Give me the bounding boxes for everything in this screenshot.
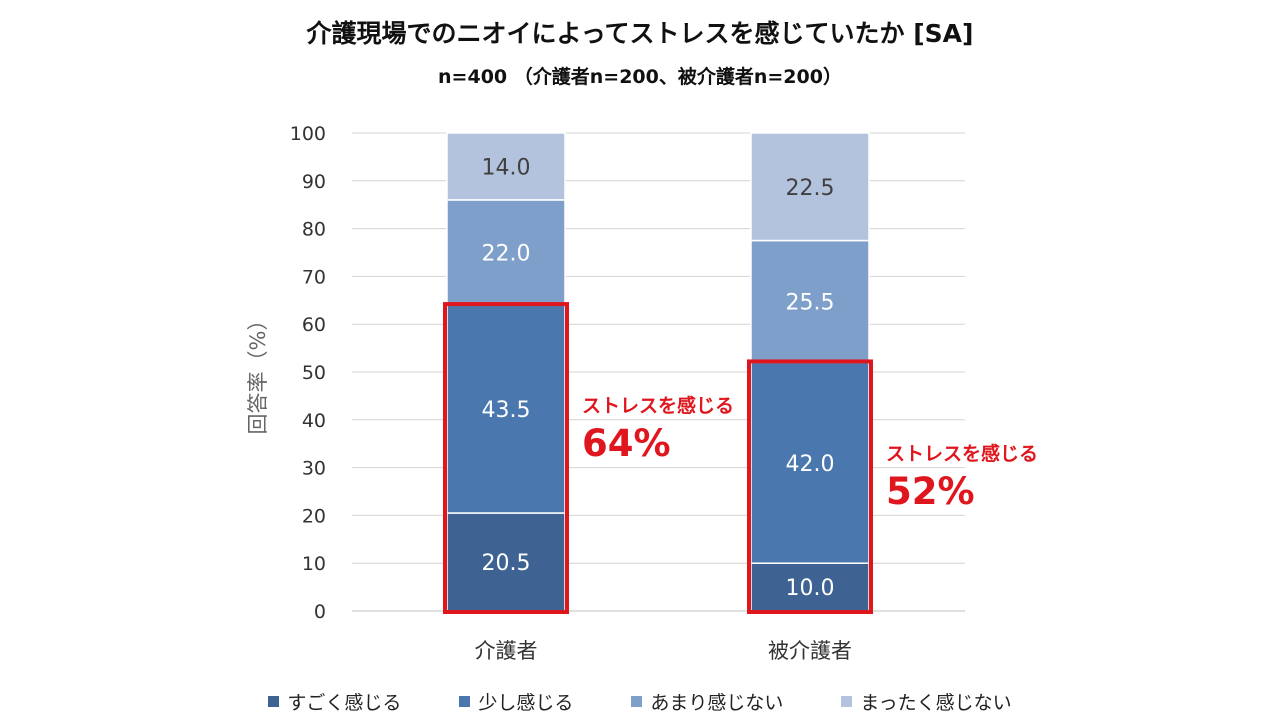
y-tick-label: 70 [302, 266, 326, 288]
annotation-label: ストレスを感じる [886, 442, 1038, 465]
x-category-label: 被介護者 [768, 639, 852, 663]
legend-item: すごく感じる [268, 688, 401, 715]
legend-item: あまり感じない [631, 688, 783, 715]
legend-label: あまり感じない [650, 692, 784, 714]
annotation-value: 52% [886, 470, 975, 513]
legend-swatch [459, 696, 471, 707]
chart-legend: すごく感じる 少し感じる あまり感じない まったく感じない [0, 688, 1280, 715]
chart-subtitle: n=400 （介護者n=200、被介護者n=200） [438, 66, 842, 88]
stacked-bar-chart: 0 10 20 30 40 50 60 70 80 90 100 回答率（%） 20.5 43.5 22.0… [246, 123, 1038, 663]
highlight-box [747, 359, 873, 614]
data-label: 20.5 [482, 551, 531, 576]
bar-segment [446, 304, 566, 514]
bar-segment [446, 199, 566, 306]
legend-swatch [631, 696, 643, 707]
data-label: 10.0 [786, 576, 835, 601]
data-label: 43.5 [482, 398, 531, 423]
bar-segment [750, 361, 870, 564]
bar-segment [750, 132, 870, 242]
data-label: 14.0 [482, 155, 531, 180]
legend-swatch [841, 696, 853, 707]
y-tick-label: 80 [302, 219, 326, 241]
legend-item: まったく感じない [841, 688, 1012, 715]
chart-title: 介護現場でのニオイによってストレスを感じていたか [SA] [306, 19, 974, 48]
y-tick-label: 60 [302, 314, 326, 336]
bar-segment [446, 132, 566, 201]
legend-swatch [268, 696, 280, 707]
y-tick-label: 100 [290, 123, 326, 145]
highlight-box [443, 302, 569, 614]
data-label: 22.0 [482, 242, 531, 267]
y-axis-label: 回答率（%） [246, 310, 270, 435]
data-label: 25.5 [786, 290, 835, 315]
y-tick-label: 50 [302, 362, 326, 384]
y-tick-label: 0 [314, 601, 326, 623]
y-tick-label: 20 [302, 505, 326, 527]
legend-label: まったく感じない [860, 692, 1012, 714]
legend-label: すごく感じる [287, 692, 402, 714]
annotation-label: ストレスを感じる [582, 394, 734, 417]
data-label: 42.0 [786, 452, 835, 477]
legend-item: 少し感じる [459, 688, 573, 715]
data-label: 22.5 [786, 176, 835, 201]
bar-segment [446, 512, 566, 612]
annotation-value: 64% [582, 422, 671, 465]
legend-label: 少し感じる [478, 692, 574, 714]
x-category-label: 介護者 [475, 639, 538, 663]
y-tick-label: 90 [302, 171, 326, 193]
y-tick-label: 30 [302, 458, 326, 480]
y-tick-label: 40 [302, 410, 326, 432]
y-tick-label: 10 [302, 553, 326, 575]
